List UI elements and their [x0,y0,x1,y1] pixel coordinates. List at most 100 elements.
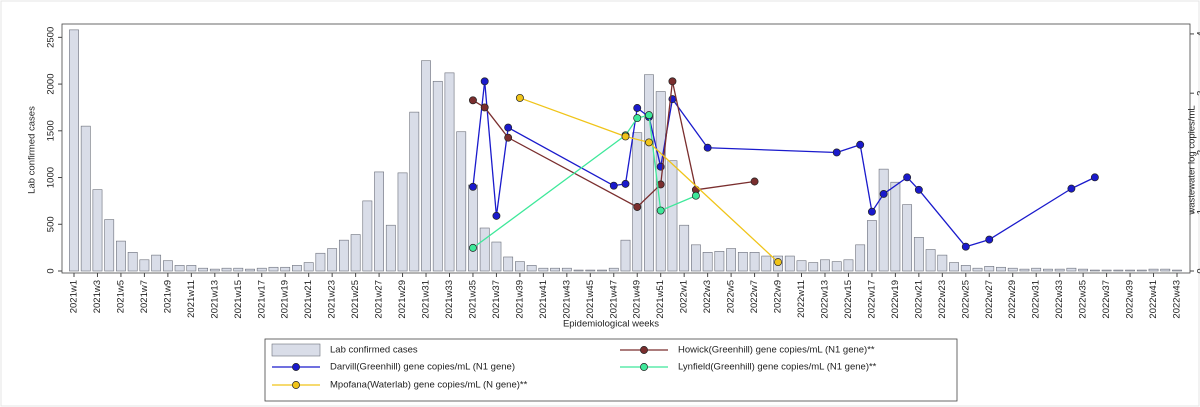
bar [456,131,467,272]
x-tick-label: 2021w29 [397,280,408,319]
series-line-segment [648,116,662,167]
series-marker [609,181,618,190]
bar [397,172,408,272]
bar [902,204,913,272]
bar [820,259,830,272]
series-marker [645,111,653,120]
series-line-segment [660,195,697,212]
bar [256,267,267,272]
series-marker [515,93,524,102]
bar [444,72,455,272]
x-tick-label: 2022w15 [843,280,854,319]
series-line-segment [671,81,697,190]
bar [327,248,338,272]
series-line-segment [660,81,674,185]
series-line-segment [495,127,509,216]
series-marker [1090,173,1099,182]
bar [996,266,1006,272]
series-line-segment [507,137,638,208]
bar [960,265,971,272]
bar [1089,269,1100,272]
bar [831,261,842,272]
x-tick-label: 2022w41 [1148,280,1159,319]
bar [749,252,760,272]
bar [303,262,314,272]
x-tick-label: 2021w19 [280,280,291,319]
x-axis-title: Epidemiological weeks [563,319,659,330]
bar [1125,269,1135,272]
x-tick-label: 2021w35 [467,280,478,319]
legend-marker [640,363,648,371]
legend-marker [292,381,300,389]
bar [1078,268,1089,272]
bar [432,80,443,272]
bar [139,259,150,272]
bar [691,244,701,272]
bar [620,239,631,272]
series-line-segment [484,81,498,216]
x-tick-label: 2021w45 [585,280,596,319]
y-tick-label: 2000 [46,74,57,95]
bar [268,266,279,272]
x-tick-label: 2022w17 [866,280,877,319]
series-marker [469,243,477,252]
series-marker [645,138,653,147]
series-marker [469,96,477,105]
series-line-segment [648,141,779,263]
bar [104,219,115,272]
series-marker [856,140,865,149]
bar [1007,267,1018,272]
bar [855,244,866,272]
bar [608,267,619,272]
y2-tick-label: 3 [1196,91,1200,96]
series-marker [703,143,712,152]
series-line-segment [484,107,509,139]
series-line-segment [648,115,662,211]
legend-marker [292,363,300,371]
legend-label: Darvill(Greenhill) gene copies/mL (N1 ge… [330,362,515,373]
y-tick-label: 500 [46,216,57,232]
x-tick-label: 2022w31 [1031,280,1042,319]
x-tick-label: 2021w25 [350,280,361,319]
bar [890,181,901,272]
series-marker [832,148,841,157]
series-line-segment [519,97,626,138]
series-marker [469,182,477,191]
series-marker [914,185,923,194]
x-tick-label: 2022w27 [984,280,995,319]
x-tick-label: 2021w15 [233,280,244,319]
bar [1031,267,1042,272]
x-tick-label: 2022w43 [1172,280,1183,319]
bar [984,266,995,272]
series-line-segment [988,188,1072,241]
series-marker [492,211,501,220]
bar [491,241,502,272]
bar [80,125,91,272]
series-marker [879,190,888,198]
legend-label: Howick(Greenhill) gene copies/mL (N1 gen… [678,345,875,356]
series-line-segment [695,180,755,191]
bar [174,265,185,272]
series-marker [633,203,642,211]
legend-label: Lab confirmed cases [330,345,418,356]
bar [702,252,713,272]
series-line-segment [472,81,486,187]
bar [632,132,643,272]
series-marker [691,191,700,200]
y2-axis-title: wastewater log copies/mL [1187,105,1198,215]
bar [784,255,795,272]
bar [280,266,291,272]
series-line-segment [1071,176,1096,190]
x-tick-label: 2022w35 [1078,280,1089,319]
y2-tick-label: 2 [1196,150,1200,155]
x-tick-label: 2021w31 [421,280,432,319]
y-tick-label: 0 [46,268,57,273]
bar [526,265,537,272]
x-tick-label: 2021w47 [608,280,619,319]
bar [1172,269,1182,272]
plot-frame [61,23,1191,274]
legend-label: Mpofana(Waterlab) gene copies/mL (N gene… [330,380,528,391]
series-line-segment [707,147,837,154]
series-marker [774,258,782,267]
